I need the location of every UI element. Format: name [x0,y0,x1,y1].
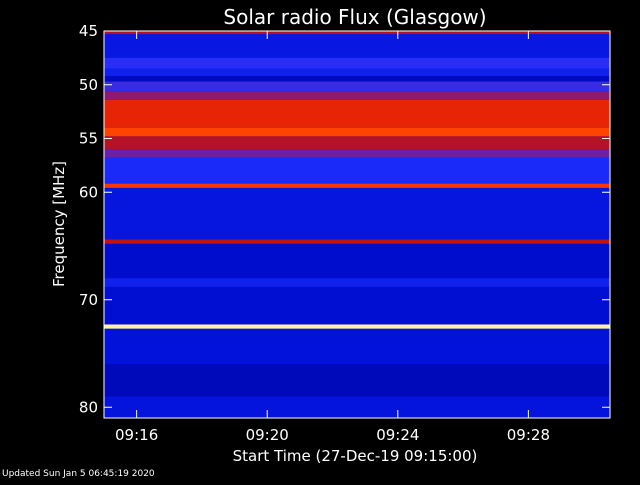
frequency-band-8 [104,127,610,137]
frequency-band-17 [104,286,610,325]
x-tick-label-1: 09:20 [246,426,289,444]
x-tick-label-2: 09:24 [376,426,419,444]
frequency-band-6 [104,91,610,100]
frequency-band-16 [104,278,610,287]
frequency-band-11 [104,157,610,184]
frequency-band-13 [104,187,610,240]
frequency-band-3 [104,68,610,77]
frequency-band-20 [104,364,610,397]
x-axis-label: Start Time (27-Dec-19 09:15:00) [233,447,478,465]
frequency-band-7 [104,99,610,128]
frequency-band-18 [104,324,610,329]
frequency-band-21 [104,396,610,418]
frequency-band-14 [104,239,610,244]
frequency-band-0 [104,31,610,35]
y-axis-label: Frequency [MHz] [50,161,68,287]
plot-area [103,30,611,419]
x-tick-label-3: 09:28 [507,426,550,444]
chart-title: Solar radio Flux (Glasgow) [223,5,486,29]
plot-frame [103,30,611,419]
y-tick-label-5: 80 [79,398,98,416]
y-tick-label-4: 70 [79,291,98,309]
frequency-band-15 [104,243,610,279]
frequency-band-10 [104,149,610,158]
y-tick-label-2: 55 [79,130,98,148]
y-tick-label-3: 60 [79,183,98,201]
frequency-band-1 [104,34,610,58]
frequency-band-4 [104,76,610,82]
updated-timestamp: Updated Sun Jan 5 06:45:19 2020 [2,469,155,479]
frequency-band-9 [104,136,610,150]
frequency-band-19 [104,328,610,365]
frequency-band-2 [104,57,610,69]
axis-ticks: 45 50 55 60 70 80 09:16 09:20 09:24 09:28 [79,22,610,444]
y-tick-label-0: 45 [79,22,98,40]
frequency-band-5 [104,81,610,92]
x-tick-label-0: 09:16 [115,426,158,444]
y-tick-label-1: 50 [79,76,98,94]
frequency-band-12 [104,183,610,188]
